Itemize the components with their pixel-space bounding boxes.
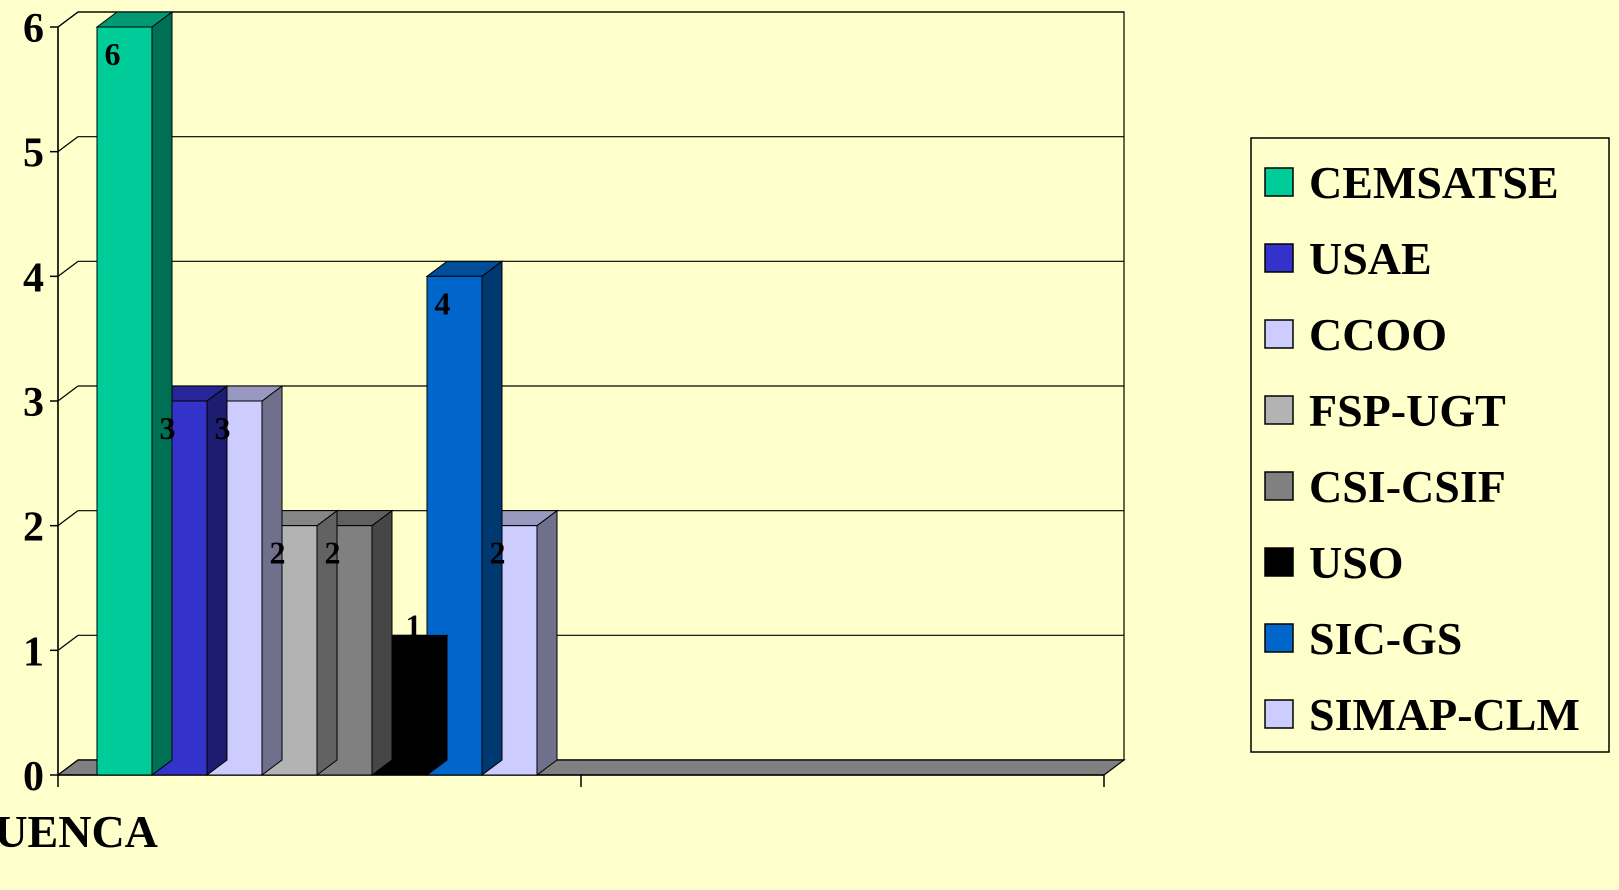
legend-label: CEMSATSE (1309, 157, 1559, 208)
data-label: 3 (215, 410, 231, 446)
legend-label: USAE (1309, 233, 1432, 284)
x-category-label: CUENCA (0, 806, 158, 857)
y-tick-label: 5 (23, 131, 44, 177)
legend-label: CSI-CSIF (1309, 461, 1506, 512)
data-label: 2 (270, 535, 286, 571)
data-label: 6 (105, 36, 121, 72)
y-tick-label: 3 (23, 380, 44, 426)
gridline-side (57, 260, 79, 277)
gridline-side (57, 385, 79, 402)
legend-label: SIC-GS (1309, 613, 1462, 664)
legend-swatch (1264, 471, 1294, 501)
data-label: 4 (435, 285, 451, 321)
data-label: 1 (406, 607, 422, 643)
legend-swatch (1264, 167, 1294, 197)
bar-side-face (426, 634, 448, 776)
legend-label: FSP-UGT (1309, 385, 1506, 436)
y-tick-label: 6 (23, 6, 44, 52)
y-tick-label: 0 (23, 754, 44, 800)
bar-side-face (261, 385, 283, 776)
legend-swatch (1264, 547, 1294, 577)
legend-box (1250, 137, 1610, 753)
bar-sic-gs (425, 260, 504, 776)
y-tick-label: 4 (23, 255, 44, 301)
bar-side-face (536, 509, 558, 776)
legend-swatch (1264, 395, 1294, 425)
legend-swatch (1264, 623, 1294, 653)
bar-front-face (96, 26, 153, 776)
y-tick-label: 1 (23, 629, 44, 675)
bar-side-face (481, 260, 503, 776)
gridline-side (57, 136, 79, 153)
legend-label: USO (1309, 537, 1404, 588)
bar-side-face (371, 509, 393, 776)
data-label: 2 (325, 535, 341, 571)
y-tick-label: 2 (23, 505, 44, 551)
data-label: 3 (160, 410, 176, 446)
bar-cemsatse (95, 11, 174, 776)
legend-label: CCOO (1309, 309, 1447, 360)
data-label: 2 (490, 535, 506, 571)
bar-side-face (151, 11, 173, 776)
legend-swatch (1264, 699, 1294, 729)
gridline-side (57, 11, 79, 28)
gridline-side (57, 634, 79, 651)
legend-label: SIMAP-CLM (1309, 689, 1580, 740)
gridline-side (57, 510, 79, 527)
legend-swatch (1264, 243, 1294, 273)
legend-swatch (1264, 319, 1294, 349)
